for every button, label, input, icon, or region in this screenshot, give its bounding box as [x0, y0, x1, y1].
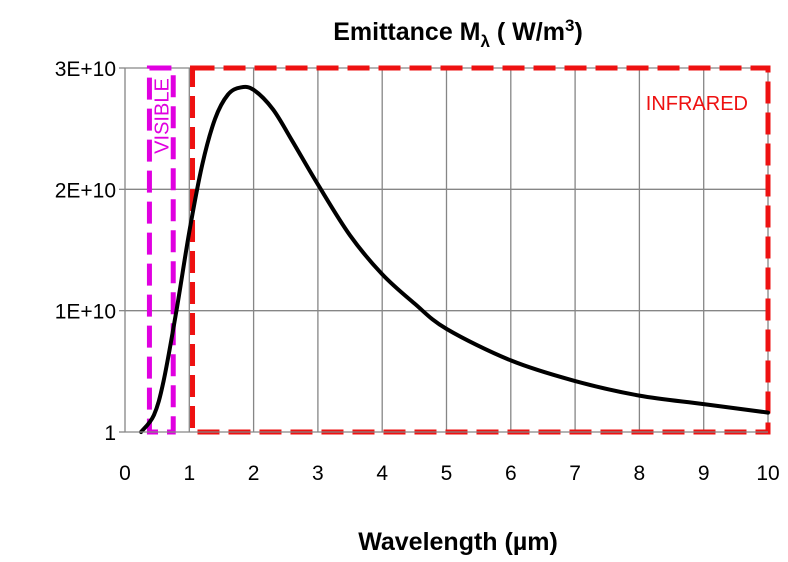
chart-title-unit: ( W/m	[490, 18, 565, 46]
x-tick-label: 9	[698, 462, 710, 485]
region-box	[146, 65, 176, 435]
x-tick-label: 4	[376, 462, 388, 485]
chart-title-superscript: 3	[565, 16, 574, 35]
chart-title: Emittance Mλ ( W/m3)	[333, 16, 583, 51]
chart-title-main: Emittance M	[333, 18, 480, 46]
x-axis-label: Wavelength (µm)	[358, 528, 558, 556]
chart-title-unit-close: )	[574, 18, 582, 46]
y-tick-label: 1	[104, 422, 116, 445]
y-tick-label: 2E+10	[55, 179, 116, 202]
x-tick-label: 10	[756, 462, 779, 485]
spectral-regions: VISIBLE INFRARED	[146, 65, 771, 435]
x-tick-label: 2	[248, 462, 260, 485]
x-tick-label: 7	[569, 462, 581, 485]
x-tick-label: 8	[634, 462, 646, 485]
spectral-emittance-curve	[139, 84, 770, 434]
x-tick-label: 0	[119, 462, 131, 485]
y-tick-label: 3E+10	[55, 58, 116, 81]
region-label: VISIBLE	[151, 78, 173, 154]
x-tick-label: 1	[183, 462, 195, 485]
data-series	[139, 84, 770, 434]
x-tick-label: 6	[505, 462, 517, 485]
x-tick-label: 5	[441, 462, 453, 485]
region-box	[190, 65, 771, 435]
grid-lines	[125, 67, 769, 432]
region-label: INFRARED	[646, 93, 748, 115]
x-tick-label: 3	[312, 462, 324, 485]
chart-title-subscript: λ	[481, 32, 491, 51]
y-tick-label: 1E+10	[55, 301, 116, 324]
axes	[119, 67, 768, 433]
